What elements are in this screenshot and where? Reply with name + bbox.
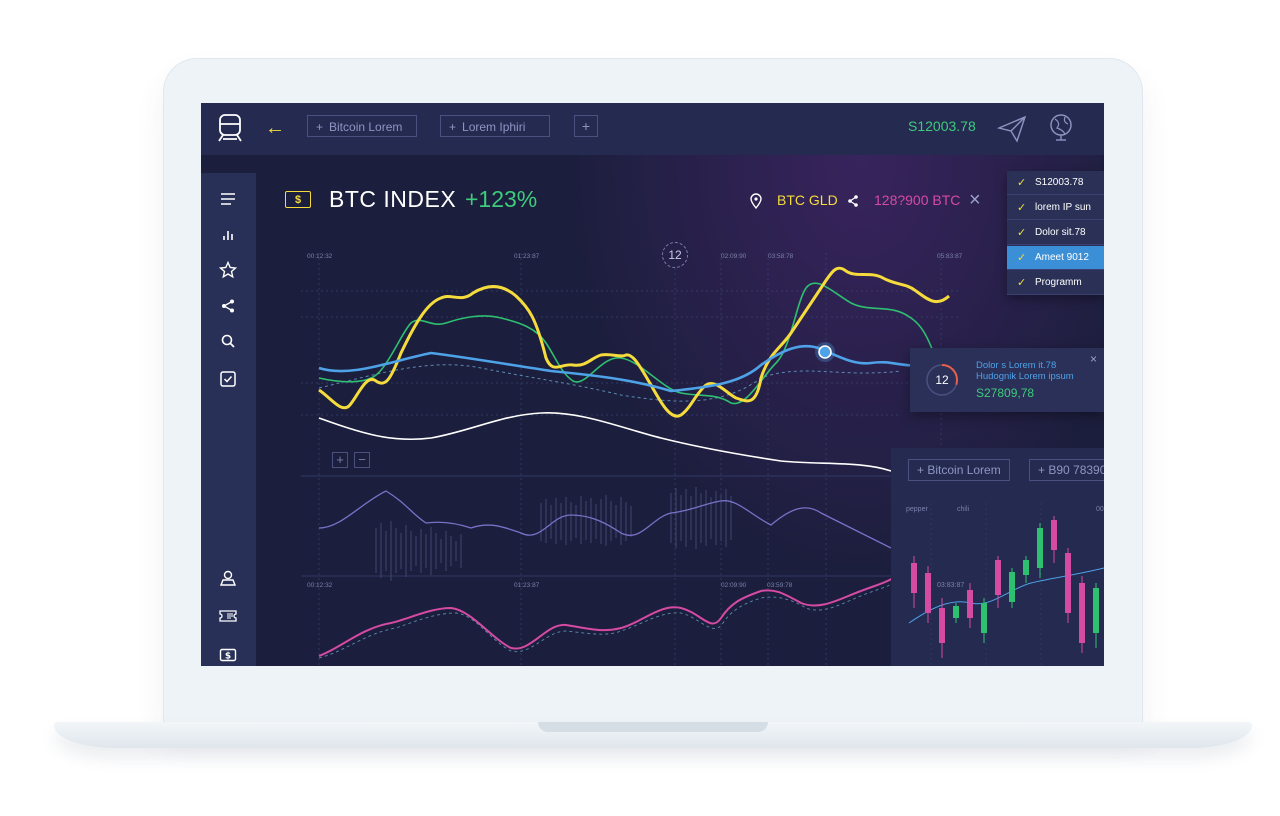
send-icon[interactable] (997, 115, 1027, 143)
check-icon: ✓ (1017, 277, 1027, 289)
dropdown-item-selected[interactable]: ✓ Ameet 9012 (1007, 246, 1104, 270)
check-icon: ✓ (1017, 177, 1027, 189)
plus-icon: + (917, 463, 928, 477)
tab-lorem-iphiri[interactable]: + Lorem Iphiri (440, 115, 550, 137)
time-label: 02:09:90 (721, 582, 747, 589)
check-icon: ✓ (1017, 202, 1027, 214)
tooltip-line2: Hudognik Lorem ipsum (976, 371, 1074, 382)
checkbox-icon[interactable] (219, 370, 237, 388)
zoom-in-button[interactable]: + (332, 452, 348, 468)
mini-tab-b90[interactable]: + B90 78390 (1029, 459, 1104, 481)
dropdown-item[interactable]: ✓ S12003.78 (1007, 171, 1104, 195)
plus-icon: + (1038, 463, 1049, 477)
user-location-icon[interactable] (219, 569, 237, 587)
check-icon: ✓ (1017, 227, 1027, 239)
dropdown-item-label: S12003.78 (1035, 177, 1084, 188)
dropdown-item[interactable]: ✓ Dolor sit.78 (1007, 221, 1104, 245)
mini-label: pepper (906, 506, 928, 513)
time-label: 03:58:78 (768, 253, 794, 260)
currency-badge: $ (285, 191, 311, 208)
time-label: 00:12:32 (307, 582, 333, 589)
add-tab-button[interactable]: + (574, 115, 598, 137)
close-icon[interactable]: × (1090, 352, 1098, 366)
time-label: 00:12:32 (307, 253, 333, 260)
plus-icon: + (316, 120, 324, 134)
index-title: BTC INDEX (329, 186, 457, 212)
mini-label: 00 (1096, 506, 1104, 513)
mini-tab-label: B90 78390 (1048, 463, 1104, 477)
tab-bitcoin-lorem[interactable]: + Bitcoin Lorem (307, 115, 417, 137)
ticket-icon[interactable] (219, 607, 237, 625)
back-arrow-icon[interactable]: ← (265, 117, 285, 139)
time-label: 01:23:87 (514, 253, 540, 260)
dollar-icon[interactable]: $ (219, 646, 237, 664)
progress-ring (926, 364, 958, 396)
location-label[interactable]: BTC GLD (777, 192, 838, 208)
chart-point (818, 345, 832, 359)
globe-icon[interactable] (1047, 112, 1075, 142)
tab-label: Lorem Iphiri (462, 120, 526, 134)
svg-text:$: $ (225, 652, 231, 662)
train-logo-icon[interactable] (217, 113, 243, 143)
time-label: 05:83:87 (937, 253, 963, 260)
candlestick-panel: + Bitcoin Lorem + B90 78390 pepper chili… (891, 448, 1104, 666)
screen: ← + Bitcoin Lorem + Lorem Iphiri + S12003.… (201, 103, 1104, 666)
dropdown-item-label: lorem IP sun (1035, 202, 1091, 213)
share-icon[interactable] (219, 297, 237, 315)
laptop-notch (538, 722, 768, 732)
time-label: 03:59:78 (767, 582, 793, 589)
star-icon[interactable] (219, 261, 237, 279)
location-pin-icon (750, 193, 762, 209)
top-bar: ← + Bitcoin Lorem + Lorem Iphiri + S12003.… (201, 103, 1104, 155)
dropdown-item-label: Programm (1035, 277, 1082, 288)
main-chart[interactable] (201, 103, 1104, 666)
data-tooltip: 12 Dolor s Lorem it.78 Hudognik Lorem ip… (910, 348, 1104, 412)
btc-amount: 128?900 BTC (874, 192, 961, 208)
time-label: 02:09:90 (721, 253, 747, 260)
mini-tab-bitcoin-lorem[interactable]: + Bitcoin Lorem (908, 459, 1010, 481)
dropdown-item-label: Ameet 9012 (1035, 252, 1089, 263)
plus-icon: + (449, 120, 457, 134)
tooltip-value: S27809,78 (976, 386, 1035, 400)
balance-value: S12003.78 (908, 118, 976, 134)
candlestick-chart[interactable] (891, 448, 1104, 666)
series-dropdown: ✓ S12003.78 ✓ lorem IP sun ✓ Dolor sit.78 ✓… (1007, 171, 1104, 295)
tooltip-number: 12 (935, 373, 949, 387)
index-change: +123% (465, 186, 538, 212)
share-icon[interactable] (846, 193, 860, 209)
dropdown-item[interactable]: ✓ Programm (1007, 271, 1104, 295)
search-icon[interactable] (219, 332, 237, 350)
sidebar: $ (201, 173, 256, 666)
menu-icon[interactable] (219, 190, 237, 208)
zoom-out-button[interactable]: − (354, 452, 370, 468)
mini-tab-label: Bitcoin Lorem (927, 463, 1001, 477)
chart-marker[interactable]: 12 (662, 242, 688, 268)
bar-chart-icon[interactable] (219, 226, 237, 244)
tab-label: Bitcoin Lorem (329, 120, 403, 134)
tooltip-line1: Dolor s Lorem it.78 (976, 360, 1057, 371)
close-icon[interactable]: × (969, 189, 981, 211)
mini-label: chili (957, 506, 970, 513)
dropdown-item[interactable]: ✓ lorem IP sun (1007, 196, 1104, 220)
check-icon: ✓ (1017, 252, 1027, 264)
mini-label: 03:83:87 (937, 582, 965, 589)
dropdown-item-label: Dolor sit.78 (1035, 227, 1086, 238)
time-label: 01:23:87 (514, 582, 540, 589)
